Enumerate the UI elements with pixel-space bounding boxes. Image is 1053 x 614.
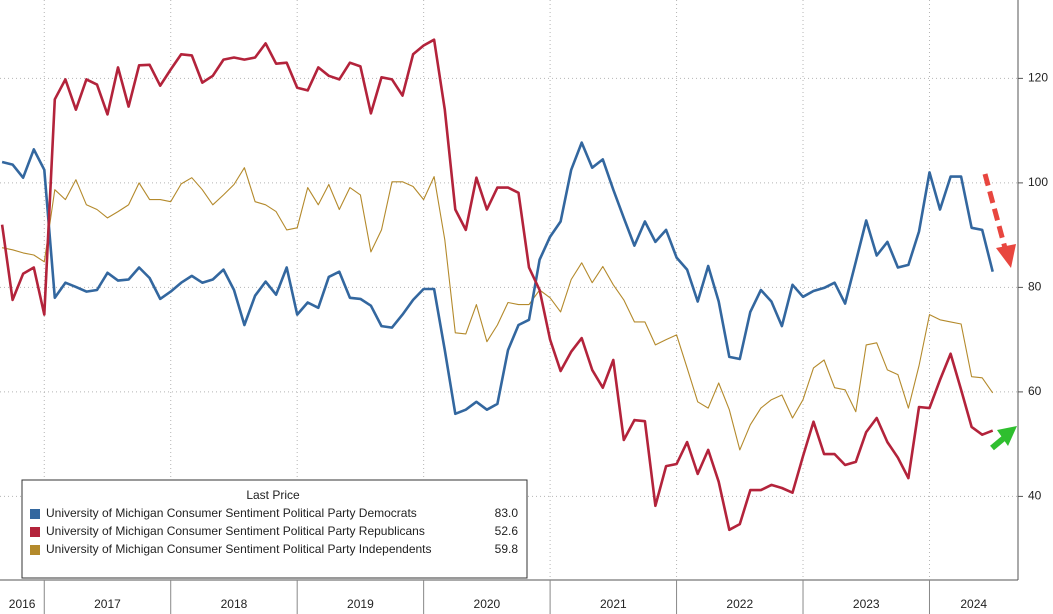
legend-swatch: [30, 527, 40, 537]
legend-label: University of Michigan Consumer Sentimen…: [46, 524, 425, 538]
legend-value: 83.0: [495, 506, 519, 520]
legend-swatch: [30, 509, 40, 519]
y-tick-label: 120: [1028, 71, 1048, 85]
legend-box: [21, 479, 528, 579]
series-line: [0, 38, 994, 532]
series-line: [1, 141, 994, 416]
x-tick-label: 2019: [347, 597, 374, 611]
legend-value: 52.6: [495, 524, 519, 538]
x-tick-label: 2017: [94, 597, 121, 611]
green-arrow: [990, 426, 1017, 451]
y-tick-label: 100: [1028, 175, 1048, 189]
legend-label: University of Michigan Consumer Sentimen…: [46, 542, 432, 556]
x-tick-label: 2022: [726, 597, 753, 611]
lines: [0, 38, 994, 532]
y-tick-label: 60: [1028, 384, 1042, 398]
x-tick-label: 2023: [853, 597, 880, 611]
y-tick-label: 80: [1028, 280, 1042, 294]
red-arrow: [982, 173, 1016, 268]
legend-swatch: [30, 545, 40, 555]
x-tick-label: 2018: [221, 597, 248, 611]
x-tick-label: 2020: [474, 597, 501, 611]
legend-value: 59.8: [495, 542, 519, 556]
legend-title: Last Price: [246, 488, 300, 502]
x-tick-label: 2016: [9, 597, 36, 611]
x-tick-label: 2024: [960, 597, 987, 611]
x-tick-label: 2021: [600, 597, 627, 611]
legend: Last Price University of Michigan Consum…: [21, 479, 528, 579]
legend-label: University of Michigan Consumer Sentimen…: [46, 506, 417, 520]
series-line: [1, 167, 994, 451]
axes: 40 60 80 100 120 2016 2017 2018 2019 2020 2021 2022…: [9, 71, 1048, 614]
y-tick-label: 40: [1028, 489, 1042, 503]
